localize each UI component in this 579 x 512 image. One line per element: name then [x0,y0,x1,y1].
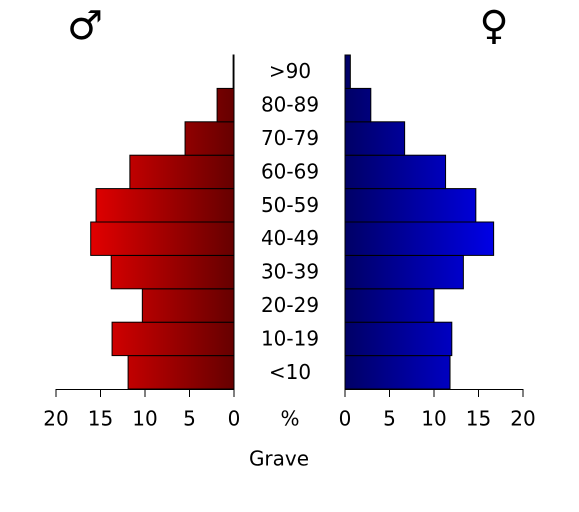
bar [111,321,235,357]
x-tick-label: 0 [228,407,241,431]
legend-symbol: ♀ [479,3,508,49]
bar [344,188,477,223]
category-label: <10 [269,360,311,384]
bar [127,355,235,390]
bar [232,54,235,89]
category-label: 80-89 [261,93,319,117]
x-tick-label: 5 [383,407,396,431]
bar [344,121,406,156]
bar [344,254,464,290]
category-label: 10-19 [261,326,319,350]
chart-title: Grave [249,447,309,471]
bar [344,154,447,190]
category-label: 60-69 [261,159,319,183]
category-label: 30-39 [261,260,319,284]
x-tick-label: 15 [88,407,113,431]
category-label: >90 [269,59,311,83]
bar [344,288,435,323]
x-tick-label: 10 [132,407,157,431]
x-tick-label: 20 [43,407,68,431]
bar [344,221,495,256]
x-tick-label: 15 [466,407,491,431]
x-tick-label: 10 [421,407,446,431]
bar [216,87,235,123]
category-label: 50-59 [261,193,319,217]
bar [95,188,235,223]
bar [344,321,453,357]
category-label: 70-79 [261,126,319,150]
bar [344,54,351,89]
bar [90,221,235,256]
x-tick-label: 0 [339,407,352,431]
x-tick-label: 5 [183,407,196,431]
bar [129,154,235,190]
category-label: 40-49 [261,226,319,250]
x-axis-unit: % [280,407,299,431]
legend-symbol: ♂ [67,3,103,49]
bar [344,355,451,390]
bar [141,288,235,323]
x-tick-label: 20 [510,407,535,431]
bar [184,121,235,156]
bar [110,254,235,290]
bar [344,87,372,123]
category-label: 20-29 [261,293,319,317]
